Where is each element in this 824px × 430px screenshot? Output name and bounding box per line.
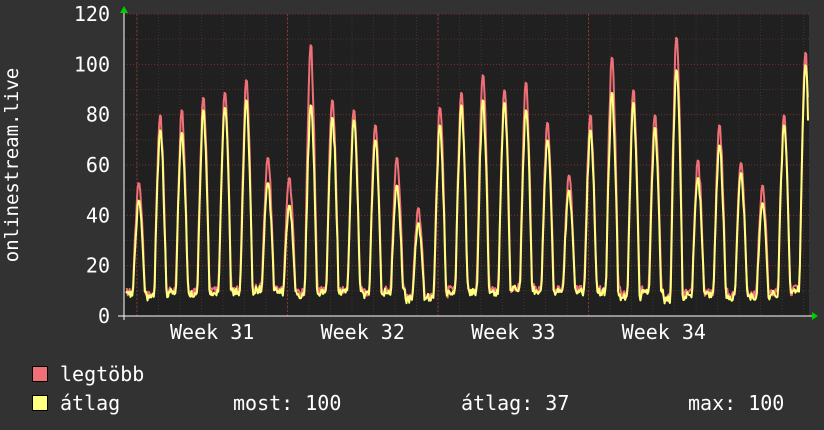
stat-current: most: 100 — [233, 391, 341, 415]
legend-swatch-average — [32, 395, 48, 411]
stat-average-value: 37 — [545, 391, 570, 415]
x-tick-label: Week 33 — [471, 320, 555, 344]
y-tick-label: 60 — [86, 153, 110, 177]
x-tick-label: Week 31 — [170, 320, 254, 344]
y-tick-label: 120 — [74, 2, 110, 26]
series-lines — [125, 36, 809, 305]
y-axis-label: onlinestream.live — [1, 68, 23, 262]
legend-item-max: legtöbb — [32, 362, 144, 386]
legend-swatch-max — [32, 366, 48, 382]
x-tick-label: Week 34 — [622, 320, 706, 344]
legend-item-average: átlag — [32, 391, 120, 415]
x-axis-arrow-icon — [812, 312, 818, 320]
stat-max-value: 100 — [748, 391, 785, 415]
x-tick-label: Week 32 — [321, 320, 405, 344]
stat-current-value: 100 — [305, 391, 342, 415]
stat-max-label: max: — [688, 391, 737, 415]
x-tick-labels: Week 31 Week 32 Week 33 Week 34 — [170, 320, 706, 344]
y-tick-label: 80 — [86, 103, 110, 127]
legend-label-average: átlag — [60, 391, 121, 415]
stat-max: max: 100 — [688, 391, 784, 415]
y-axis-arrow-icon — [120, 6, 128, 13]
y-tick-label: 0 — [98, 304, 110, 328]
y-tick-label: 40 — [86, 203, 110, 227]
y-tick-label: 20 — [86, 254, 110, 278]
stat-average: átlag: 37 — [461, 391, 569, 415]
stat-average-label: átlag: — [461, 391, 534, 415]
legend-label-max: legtöbb — [60, 362, 145, 386]
y-tick-labels: 0 20 40 60 80 100 120 — [74, 2, 110, 328]
series-line-1 — [125, 64, 809, 305]
stat-current-label: most: — [233, 391, 294, 415]
y-tick-label: 100 — [74, 52, 110, 76]
